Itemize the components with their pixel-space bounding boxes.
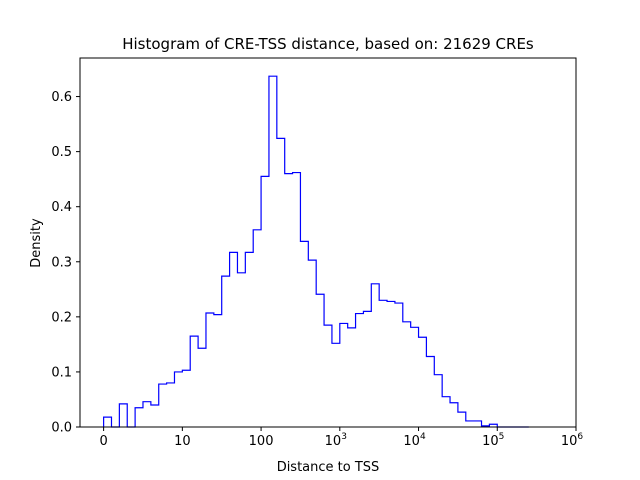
x-tick-label: 0 [99,434,107,449]
y-tick-label: 0.4 [51,200,72,215]
y-tick-label: 0.2 [51,310,72,325]
y-tick-label: 0.6 [51,90,72,105]
y-tick-label: 0.5 [51,145,72,160]
histogram-step-line [103,75,529,428]
x-tick-label: 105 [482,432,504,449]
x-axis-label: Distance to TSS [277,460,380,475]
x-tick-label: 104 [403,432,426,449]
x-tick-label: 106 [561,432,584,449]
x-tick-label: 103 [325,432,347,449]
x-axis: 0 10 100 103 104 105 106 [99,427,583,449]
y-axis-label: Density [29,218,44,268]
x-tick-label: 10 [174,434,191,449]
plot-area [103,75,529,428]
chart-title: Histogram of CRE-TSS distance, based on:… [122,35,534,53]
axes-frame [79,57,577,428]
y-tick-label: 0.1 [51,365,72,380]
y-tick-label: 0.3 [51,255,72,270]
y-tick-label: 0.0 [51,421,72,436]
y-axis: 0.0 0.1 0.2 0.3 0.4 0.5 0.6 [51,90,80,436]
x-tick-label: 100 [249,434,274,449]
